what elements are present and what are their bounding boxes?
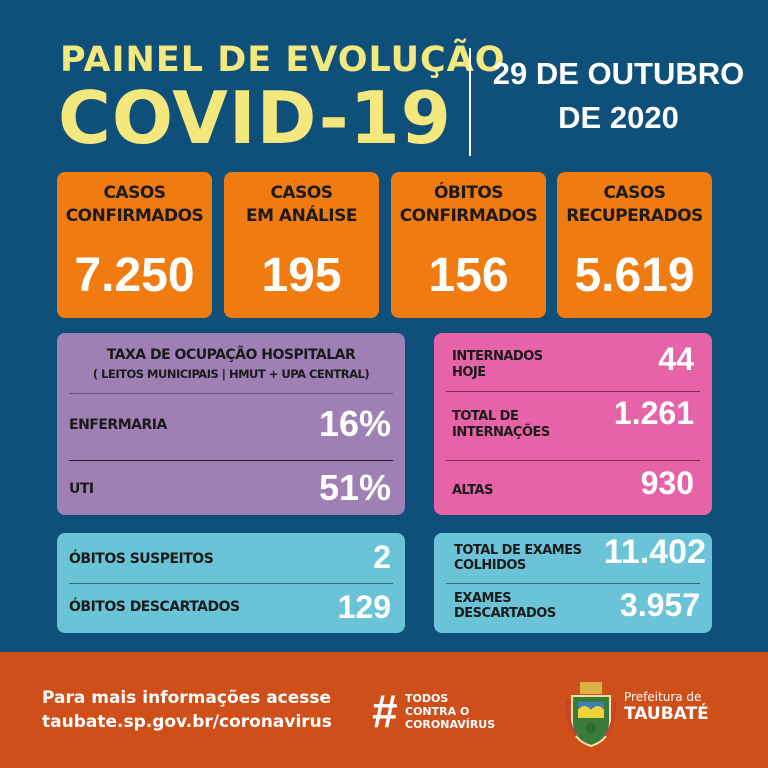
- card-label: EM ANÁLISE: [245, 206, 358, 226]
- date-line2: DE 2020: [558, 100, 679, 135]
- card-label: CONFIRMADOS: [399, 206, 538, 226]
- hashtag-icon: #: [372, 685, 398, 737]
- discharges-value: 930: [640, 465, 694, 501]
- total-hospitalizations-label: TOTAL DE INTERNAÇÕES: [452, 409, 550, 440]
- card-cases-analysis: CASOS EM ANÁLISE 195: [224, 172, 379, 318]
- card-label: CASOS: [270, 183, 333, 203]
- card-label: ÓBITOS: [433, 183, 504, 203]
- deaths-panel: ÓBITOS SUSPEITOS 2 ÓBITOS DESCARTADOS 12…: [57, 533, 405, 633]
- date-line1: 29 DE OUTUBRO: [492, 56, 745, 91]
- card-confirmed-cases: CASOS CONFIRMADOS 7.250: [57, 172, 212, 318]
- card-label: CASOS: [603, 183, 666, 203]
- hashtag-text: TODOS CONTRA O CORONAVÍRUS: [405, 692, 496, 731]
- card-label: RECUPERADOS: [566, 206, 703, 226]
- footer: [0, 652, 768, 768]
- divider: [69, 460, 393, 461]
- divider: [446, 391, 700, 392]
- card-value: 7.250: [74, 249, 195, 302]
- icu-value: 51%: [318, 467, 391, 508]
- suspected-deaths-label: ÓBITOS SUSPEITOS: [69, 551, 214, 567]
- icu-label: UTI: [69, 481, 94, 497]
- card-recovered: CASOS RECUPERADOS 5.619: [557, 172, 712, 318]
- info-text: Para mais informações acesse: [42, 688, 332, 708]
- footer-info: Para mais informações acesse taubate.sp.g…: [42, 686, 332, 734]
- card-value: 195: [261, 249, 342, 302]
- hospitalized-today-value: 44: [658, 341, 694, 377]
- discarded-exams-label: EXAMES DESCARTADOS: [454, 591, 556, 621]
- occupancy-title: TAXA DE OCUPAÇÃO HOSPITALAR: [106, 347, 356, 363]
- hospitalized-today-label: INTERNADOS HOJE: [452, 349, 543, 380]
- divider: [69, 583, 393, 584]
- city-coat-of-arms-icon: [566, 680, 616, 748]
- card-value: 156: [428, 249, 509, 302]
- exams-panel: TOTAL DE EXAMES COLHIDOS 11.402 EXAMES DES…: [434, 533, 712, 633]
- divider: [446, 460, 700, 461]
- ward-label: ENFERMARIA: [69, 417, 167, 433]
- total-hospitalizations-value: 1.261: [613, 395, 694, 431]
- card-value: 5.619: [574, 249, 695, 302]
- title-line1: PAINEL DE EVOLUÇÃO: [60, 40, 506, 80]
- total-exams-label: TOTAL DE EXAMES COLHIDOS: [454, 543, 582, 573]
- divider: [469, 48, 471, 156]
- divider: [446, 583, 700, 584]
- website-link[interactable]: taubate.sp.gov.br/coronavirus: [42, 712, 332, 732]
- discarded-deaths-value: 129: [337, 589, 391, 625]
- city-name: Prefeitura de TAUBATÉ: [624, 690, 709, 724]
- suspected-deaths-value: 2: [373, 539, 391, 575]
- date: 29 DE OUTUBRO DE 2020: [476, 52, 761, 140]
- occupancy-subtitle: ( LEITOS MUNICIPAIS | HMUT + UPA CENTRAL…: [92, 367, 370, 381]
- card-deaths: ÓBITOS CONFIRMADOS 156: [391, 172, 546, 318]
- discarded-exams-value: 3.957: [619, 587, 700, 623]
- ward-value: 16%: [318, 403, 391, 444]
- card-label: CONFIRMADOS: [65, 206, 204, 226]
- occupancy-panel: TAXA DE OCUPAÇÃO HOSPITALAR ( LEITOS MUN…: [57, 333, 405, 515]
- divider: [69, 393, 393, 394]
- discarded-deaths-label: ÓBITOS DESCARTADOS: [69, 599, 240, 615]
- total-exams-value: 11.402: [603, 533, 706, 571]
- discharges-label: ALTAS: [452, 483, 493, 498]
- card-label: CASOS: [103, 183, 166, 203]
- hospital-panel: INTERNADOS HOJE 44 TOTAL DE INTERNAÇÕES 1.…: [434, 333, 712, 515]
- title-covid: COVID-19: [58, 76, 452, 160]
